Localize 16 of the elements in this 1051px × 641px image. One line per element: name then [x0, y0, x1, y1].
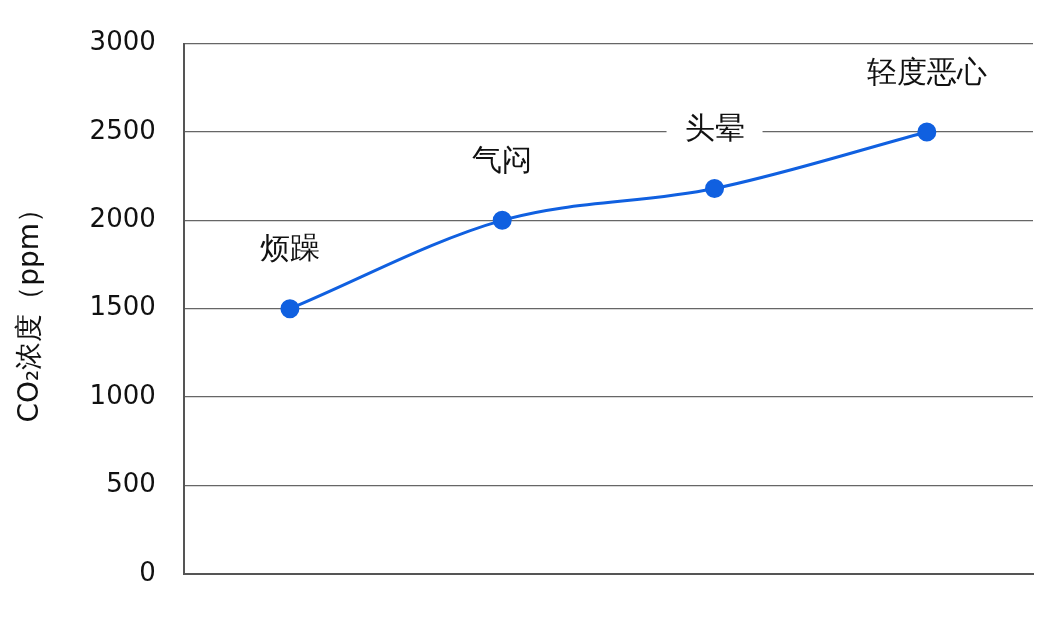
point: [280, 299, 300, 319]
data-label: 头晕: [684, 110, 745, 146]
data-label: 气闷: [472, 142, 533, 178]
y-tick-label: 1500: [89, 291, 156, 322]
point: [492, 210, 512, 230]
y-tick-label: 500: [106, 468, 156, 499]
y-tick-label: 1000: [89, 379, 156, 410]
y-tick-label: 0: [139, 556, 156, 587]
y-tick-label: 2500: [89, 114, 156, 145]
point: [705, 179, 725, 199]
y-axis-title: CO₂浓度（ppm）: [12, 194, 46, 423]
y-tick-label: 3000: [89, 26, 156, 57]
point: [917, 122, 937, 142]
data-label: 烦躁: [259, 230, 320, 266]
data-label: 轻度恶心: [866, 53, 987, 89]
y-tick-label: 2000: [89, 203, 156, 234]
